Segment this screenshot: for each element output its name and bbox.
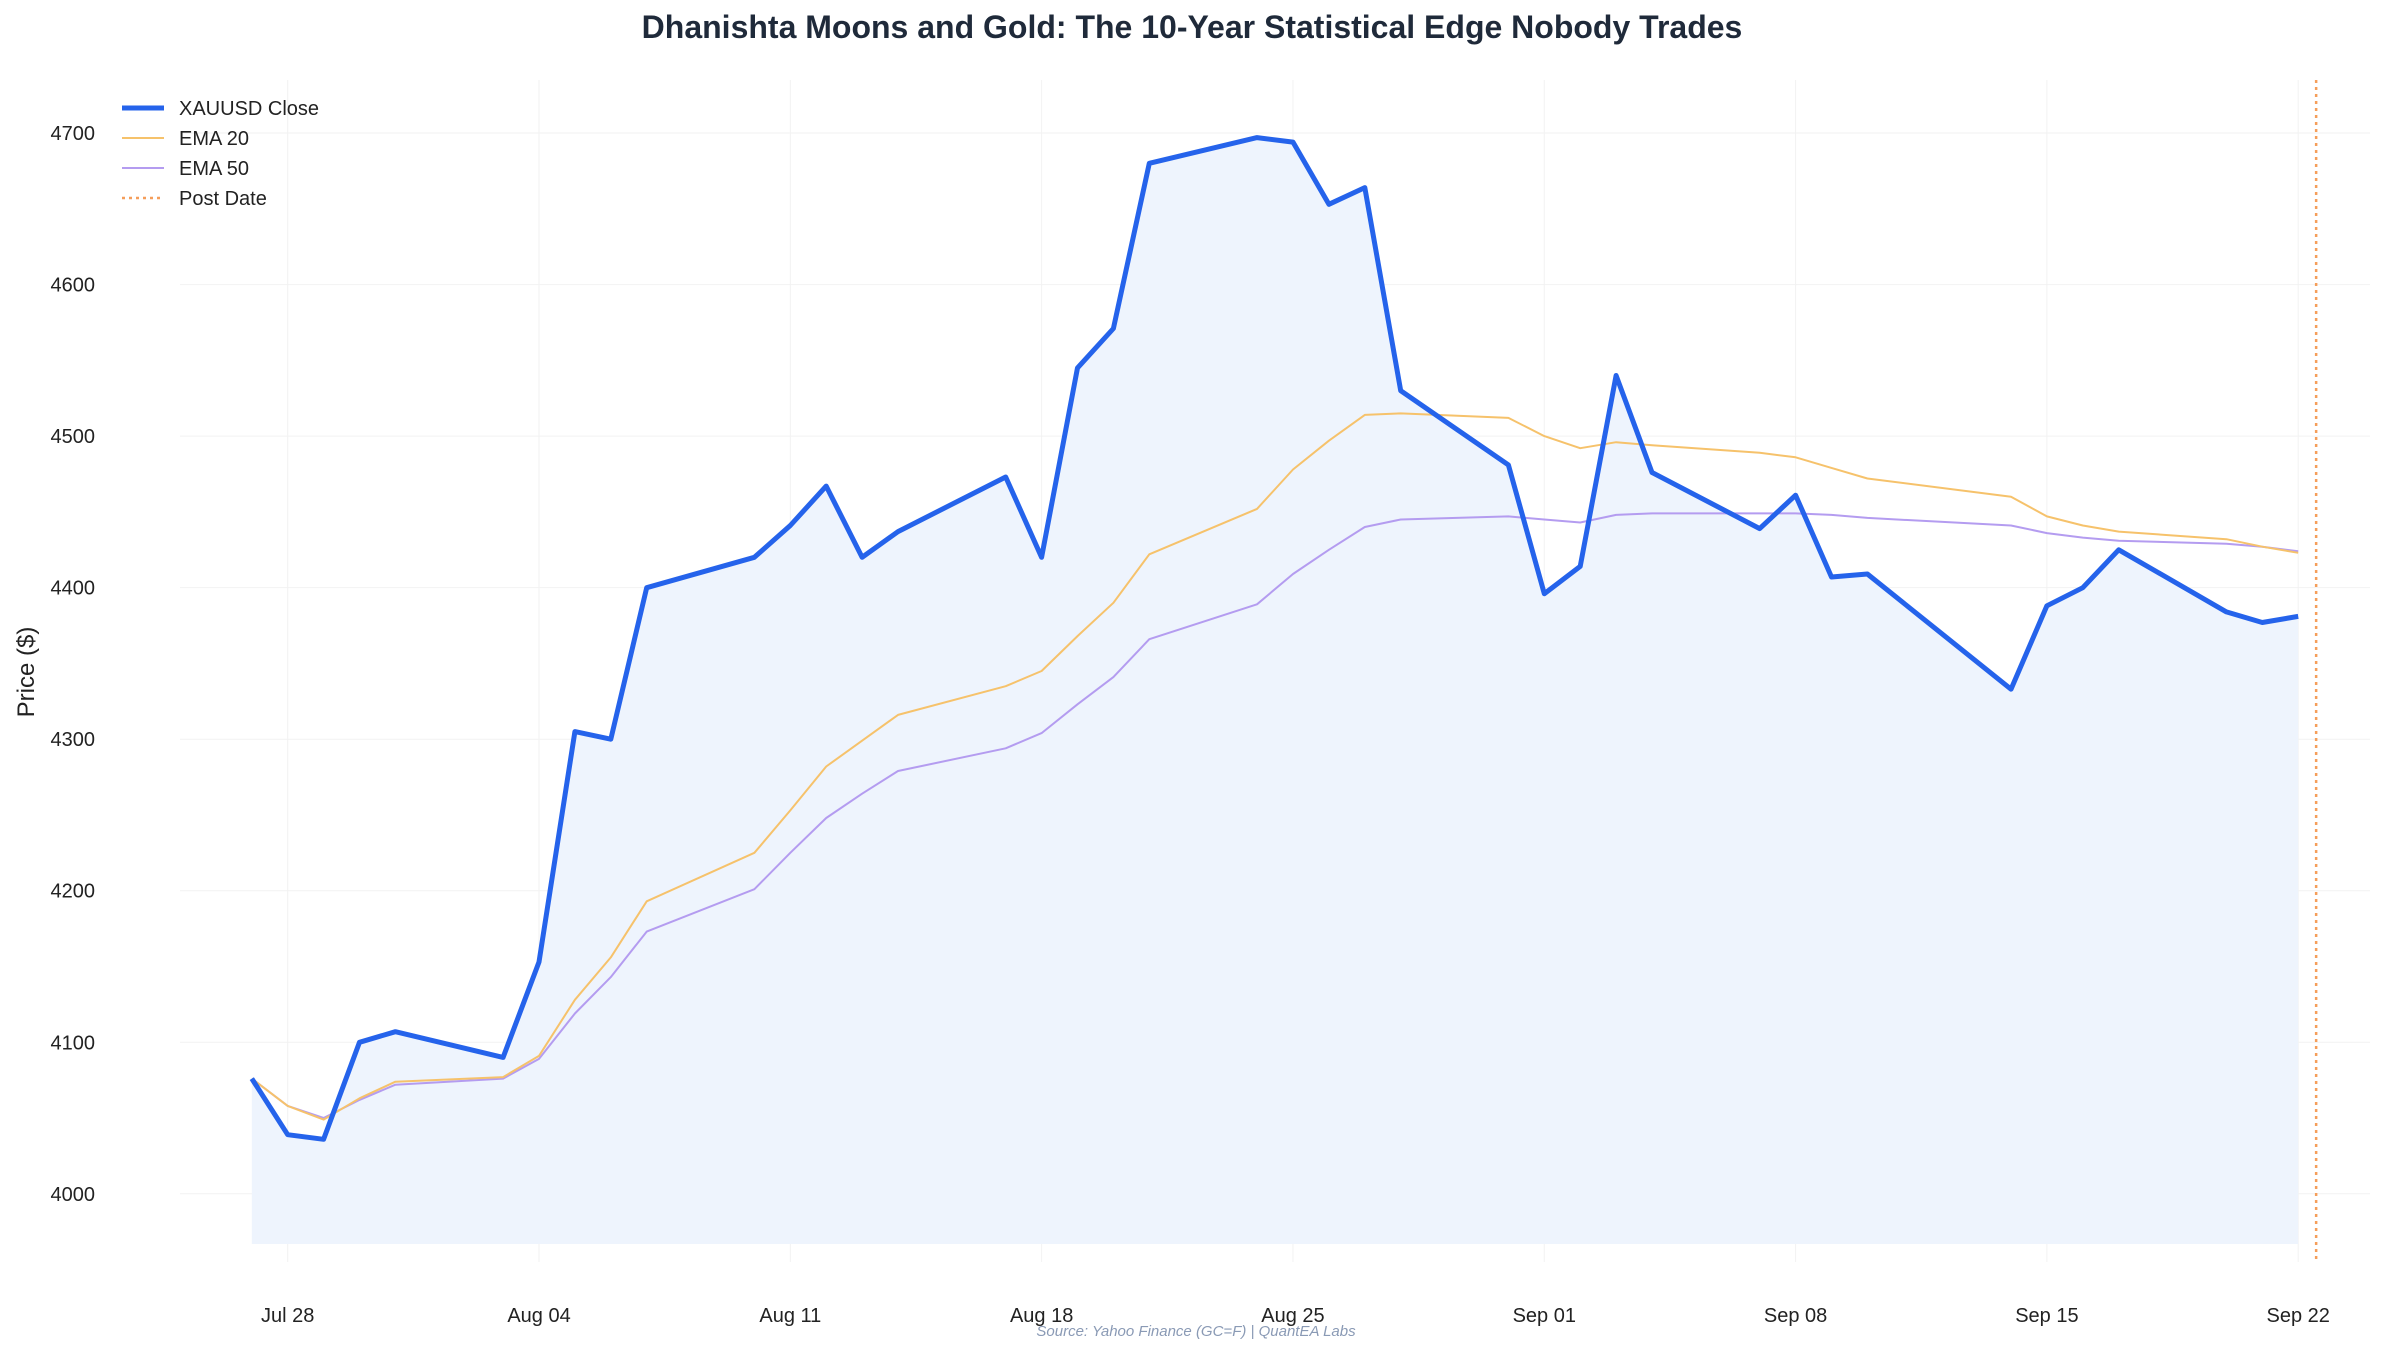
series-line-ema50	[251, 512, 2299, 1119]
x-tick-label: Sep 08	[1764, 1305, 1827, 1327]
y-tick-label: 4700	[51, 123, 96, 145]
y-axis-label: Price ($)	[13, 627, 40, 718]
x-tick-label: Jul 28	[261, 1305, 314, 1327]
x-tick-label: Sep 22	[2267, 1305, 2330, 1327]
y-tick-label: 4300	[51, 729, 96, 751]
close-area-fill	[251, 137, 2299, 1245]
x-axis-ticks: Jul 28 Aug 04 Aug 11 Aug 18 Aug 25 Sep 01 Sep …	[261, 1305, 2330, 1327]
legend-label-ema20: EMA 20	[179, 128, 249, 150]
y-tick-label: 4100	[51, 1032, 96, 1054]
y-tick-label: 4000	[51, 1184, 96, 1206]
legend-label-close: XAUUSD Close	[179, 98, 319, 120]
y-tick-label: 4200	[51, 881, 96, 903]
x-tick-label: Aug 04	[507, 1305, 570, 1327]
x-tick-label: Sep 01	[1513, 1305, 1576, 1327]
x-tick-label: Aug 11	[759, 1305, 821, 1327]
x-tick-label: Sep 15	[2015, 1305, 2078, 1327]
legend: XAUUSD Close EMA 20 EMA 50 Post Date	[122, 98, 319, 210]
series-group	[249, 135, 2299, 1142]
y-axis-ticks: 4000 4100 4200 4300 4400 4500 4600 4700	[51, 123, 96, 1206]
source-note: Source: Yahoo Finance (GC=F) | QuantEA L…	[1036, 1323, 1356, 1340]
y-tick-label: 4600	[51, 275, 96, 297]
chart-title: Dhanishta Moons and Gold: The 10-Year St…	[642, 9, 1743, 45]
y-tick-label: 4400	[51, 578, 96, 600]
series-line-ema20	[251, 412, 2299, 1121]
series-line-close	[249, 135, 2299, 1142]
x-tick-label: Aug 18	[1010, 1305, 1073, 1327]
x-tick-label: Aug 25	[1261, 1305, 1324, 1327]
y-tick-label: 4500	[51, 426, 96, 448]
legend-label-ema50: EMA 50	[179, 158, 249, 180]
legend-label-post_date: Post Date	[179, 188, 267, 210]
